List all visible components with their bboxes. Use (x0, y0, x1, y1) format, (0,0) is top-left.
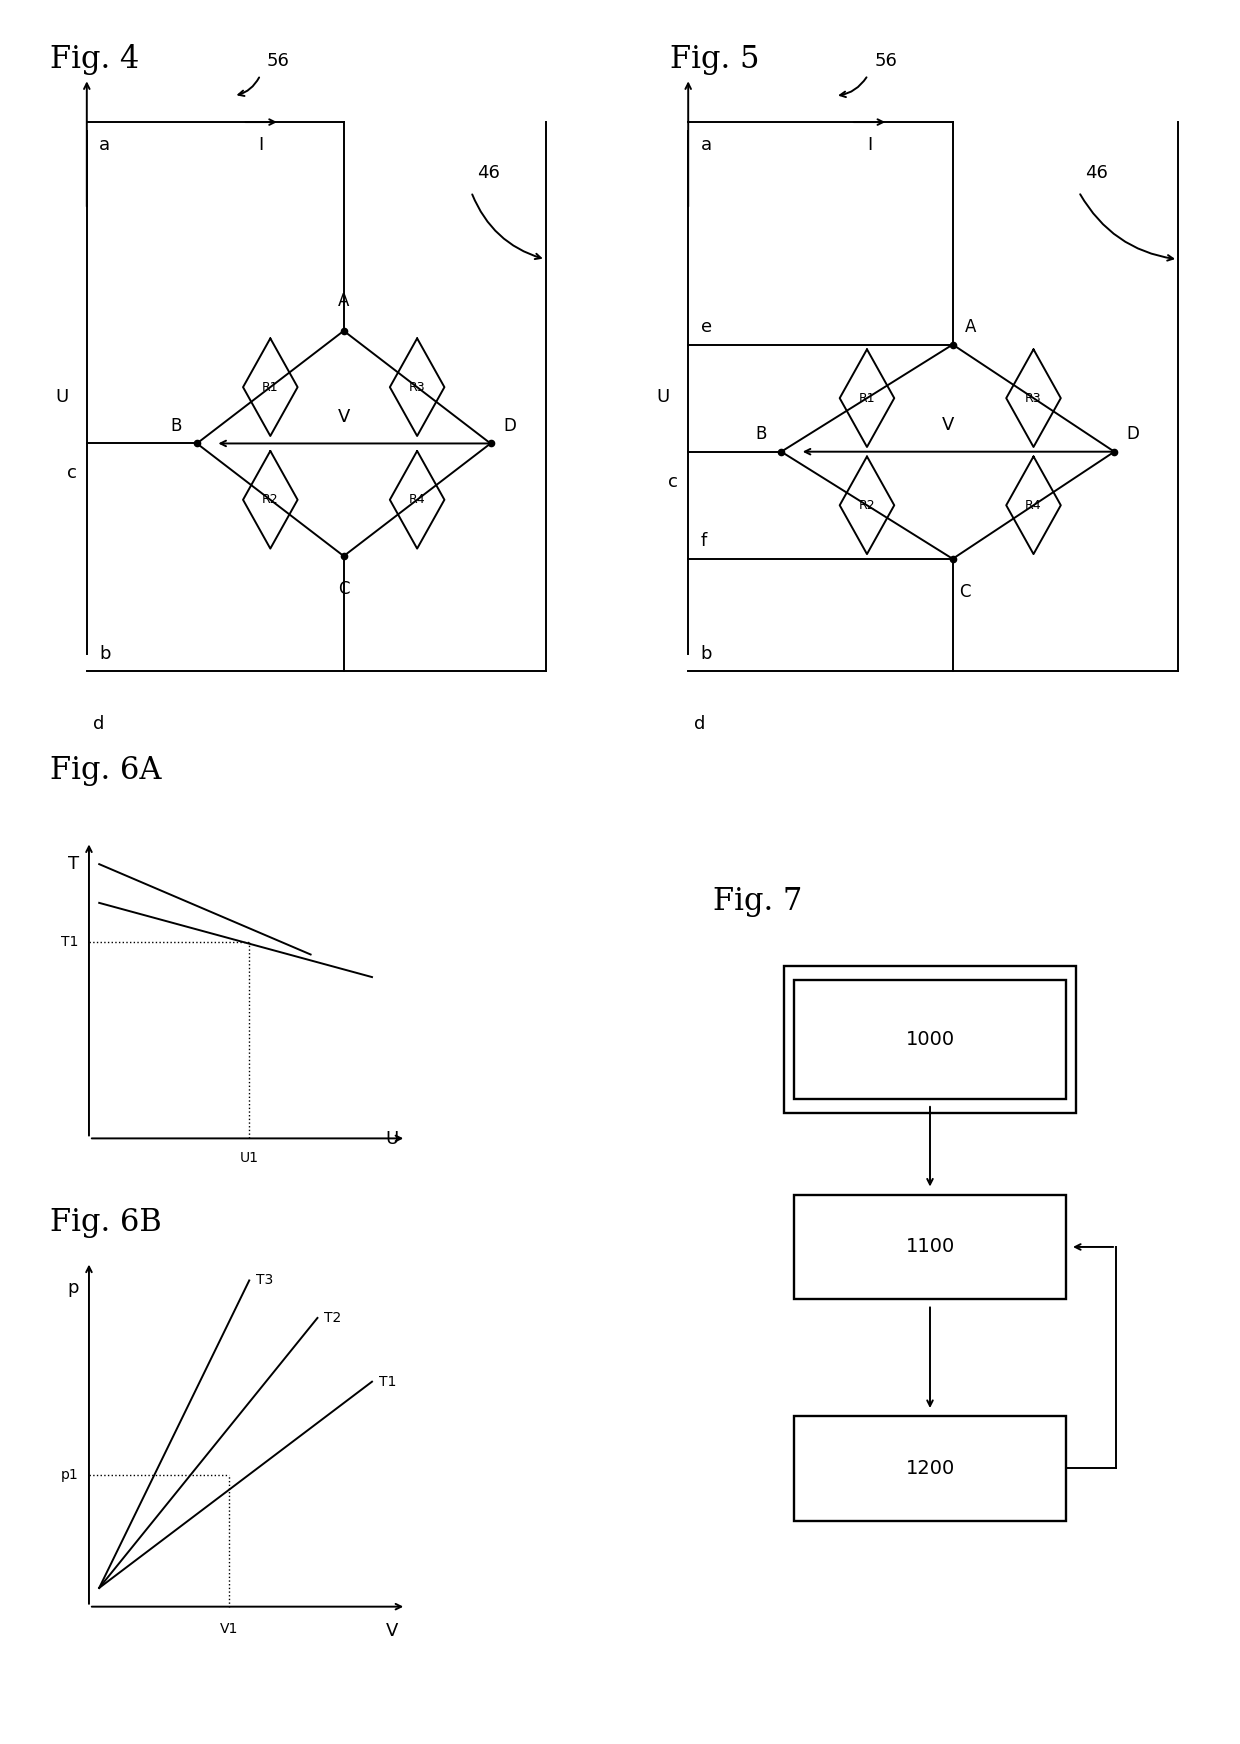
Bar (794, 1416, 1066, 1521)
Text: Fig. 6A: Fig. 6A (50, 755, 161, 787)
Text: Fig. 5: Fig. 5 (670, 44, 759, 75)
Text: C: C (959, 582, 971, 602)
Text: D: D (1127, 426, 1140, 443)
Text: p: p (67, 1278, 79, 1298)
Text: 1100: 1100 (905, 1238, 955, 1256)
Text: 1000: 1000 (905, 1031, 955, 1048)
Text: p1: p1 (61, 1468, 79, 1482)
Text: I: I (258, 136, 264, 153)
Text: U: U (386, 1130, 399, 1148)
Text: Fig. 7: Fig. 7 (713, 886, 802, 917)
Text: D: D (503, 417, 516, 434)
Text: d: d (694, 715, 706, 732)
Text: T: T (68, 855, 79, 874)
Text: c: c (668, 473, 678, 490)
Text: d: d (93, 715, 104, 732)
Text: f: f (701, 532, 707, 549)
Text: R3: R3 (409, 380, 425, 394)
Bar (794, 1195, 1066, 1299)
Text: Fig. 6B: Fig. 6B (50, 1207, 161, 1238)
Text: A: A (339, 291, 350, 310)
Text: R4: R4 (409, 494, 425, 506)
Text: U: U (55, 387, 68, 406)
Text: b: b (701, 645, 712, 663)
Text: 46: 46 (1085, 164, 1107, 181)
Text: R1: R1 (858, 392, 875, 405)
Text: R3: R3 (1025, 392, 1042, 405)
Text: U1: U1 (239, 1151, 259, 1165)
Text: 56: 56 (874, 52, 897, 70)
Bar (784, 966, 1076, 1113)
Text: 46: 46 (477, 164, 500, 181)
Text: e: e (701, 317, 712, 337)
Text: Fig. 4: Fig. 4 (50, 44, 139, 75)
Text: R1: R1 (262, 380, 279, 394)
Text: 56: 56 (267, 52, 289, 70)
Text: B: B (755, 426, 766, 443)
Text: 1200: 1200 (905, 1460, 955, 1477)
Text: T1: T1 (379, 1374, 397, 1388)
Text: b: b (99, 645, 110, 663)
Text: V: V (941, 417, 954, 434)
Text: B: B (171, 417, 182, 434)
Text: T2: T2 (325, 1311, 341, 1325)
Text: V1: V1 (219, 1622, 238, 1636)
Text: R2: R2 (262, 494, 279, 506)
Text: C: C (339, 581, 350, 598)
Text: T1: T1 (61, 935, 79, 949)
Text: V: V (387, 1622, 398, 1639)
Text: a: a (701, 136, 712, 153)
Text: I: I (867, 136, 872, 153)
Text: A: A (965, 317, 976, 337)
Text: a: a (99, 136, 110, 153)
Bar (794, 980, 1066, 1099)
Text: V: V (337, 408, 350, 426)
Text: c: c (67, 464, 77, 483)
Text: U: U (656, 387, 670, 406)
Text: T3: T3 (255, 1273, 273, 1287)
Text: R4: R4 (1025, 499, 1042, 511)
Text: R2: R2 (858, 499, 875, 511)
